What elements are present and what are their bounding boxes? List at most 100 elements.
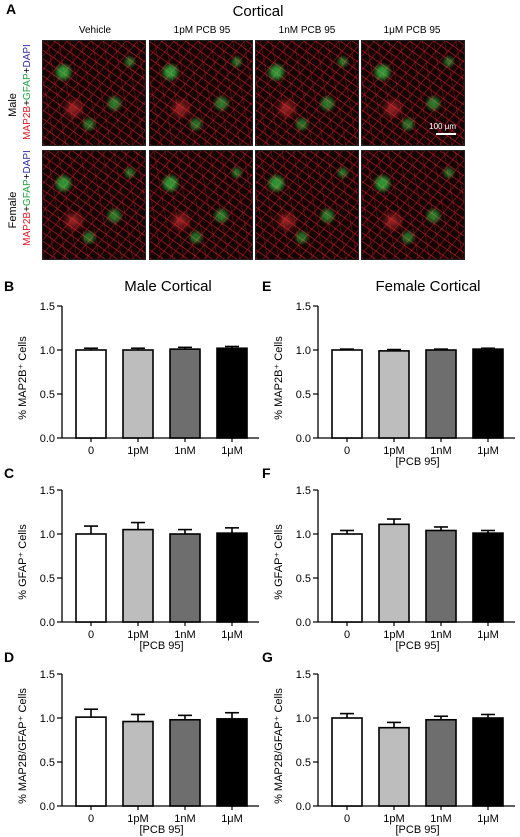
y-tick-label: 0.5 [40, 757, 55, 769]
x-axis-label: [PCB 95] [395, 456, 439, 468]
x-tick-label: 1pM [383, 813, 404, 825]
bar-0 [75, 533, 107, 623]
bar-0 [75, 716, 107, 807]
x-tick-label: 1μM [221, 445, 243, 457]
bar-1pM [378, 523, 410, 623]
x-tick-label: 0 [344, 629, 350, 641]
y-axis-label: % GFAP⁺ Cells [17, 524, 29, 600]
bar-1nM [425, 529, 457, 623]
bar-1pM [122, 349, 154, 439]
y-tick-label: 1.5 [296, 485, 311, 497]
x-tick-label: 1pM [127, 629, 148, 641]
x-tick-label: 0 [88, 813, 94, 825]
y-tick-label: 0.0 [296, 617, 311, 629]
y-tick-label: 1.5 [40, 301, 55, 313]
bar-1μM [216, 718, 248, 807]
x-tick-label: 1nM [430, 813, 451, 825]
micrograph-male-1nm [255, 40, 359, 146]
column-label-1um: 1μM PCB 95 [384, 25, 441, 36]
stain-female-green: GFAP [22, 179, 33, 206]
x-axis-label: [PCB 95] [139, 824, 183, 836]
stain-label-male: MAP2B+GFAP+DAPI [22, 44, 33, 140]
x-tick-label: 0 [344, 445, 350, 457]
x-tick-label: 1μM [477, 445, 499, 457]
stain-female-red: MAP2B [22, 212, 33, 246]
y-tick-label: 0.5 [296, 573, 311, 585]
column-label-1pm: 1pM PCB 95 [174, 25, 231, 36]
x-tick-label: 1μM [221, 629, 243, 641]
y-axis-label: % MAP2B⁺ Cells [273, 336, 285, 420]
micrograph-female-1um [361, 150, 465, 260]
bar-0 [331, 349, 363, 439]
y-tick-label: 0.5 [296, 389, 311, 401]
bar-1pM [122, 720, 154, 807]
y-tick-label: 1.0 [40, 713, 55, 725]
bar-1nM [169, 533, 201, 623]
x-axis-label: [PCB 95] [395, 640, 439, 652]
bar-1nM [425, 718, 457, 807]
y-tick-label: 0.0 [40, 433, 55, 445]
chart-e: E Female Cortical 0.0 0.5 1.0 1.5 % MAP2B⁺ Cel… [262, 278, 515, 468]
stain-female-blue: DAPI [22, 150, 33, 173]
bar-1μM [472, 532, 504, 623]
y-tick-label: 1.5 [40, 485, 55, 497]
y-axis-label: % GFAP⁺ Cells [273, 524, 285, 600]
y-axis-label: % MAP2B/GFAP⁺ Cells [273, 688, 285, 804]
y-tick-label: 1.0 [40, 529, 55, 541]
column-label-vehicle: Vehicle [79, 25, 112, 36]
bar-1pM [378, 350, 410, 439]
bar-1pM [122, 528, 154, 623]
chart-title: Male Cortical [124, 278, 212, 295]
panel-letter-d: D [4, 649, 14, 665]
stain-male-plus2: + [22, 67, 33, 73]
stain-male-green: GFAP [22, 73, 33, 100]
micrograph-male-vehicle [42, 40, 146, 146]
column-label-1nm: 1nM PCB 95 [279, 25, 336, 36]
x-tick-label: 1pM [127, 813, 148, 825]
panel-letter-e: E [262, 278, 271, 294]
bar-0 [331, 533, 363, 623]
y-axis-label: % MAP2B⁺ Cells [17, 336, 29, 420]
chart-b: B Male Cortical 0.0 0.5 1.0 1.5 % MAP2B⁺ Cells… [4, 278, 259, 457]
x-tick-label: 1nM [174, 445, 195, 457]
bar-0 [75, 349, 107, 439]
micrograph-male-1pm [149, 40, 253, 146]
chart-f: F 0.0 0.5 1.0 1.5 % GFAP⁺ Cells 0 1pM 1nM 1μM [PCB… [262, 465, 515, 652]
panel-letter-g: G [262, 649, 273, 665]
x-tick-label: 1nM [174, 629, 195, 641]
stain-male-plus1: + [22, 100, 33, 106]
chart-c: C 0.0 0.5 1.0 1.5 % GFAP⁺ Cells 0 1pM 1nM 1μM [PCB… [4, 465, 259, 652]
row-label-female: Female [7, 192, 19, 229]
y-tick-label: 0.5 [296, 757, 311, 769]
bar-1μM [216, 532, 248, 623]
stain-male-blue: DAPI [22, 44, 33, 67]
bar-1μM [216, 347, 248, 439]
scale-bar-label: 100 μm [429, 122, 456, 131]
y-tick-label: 1.5 [296, 301, 311, 313]
x-tick-label: 1pM [383, 629, 404, 641]
bar-1μM [472, 348, 504, 439]
panel-letter-a: A [6, 1, 16, 17]
bar-1nM [425, 349, 457, 439]
y-tick-label: 1.5 [296, 669, 311, 681]
y-tick-label: 0.0 [296, 433, 311, 445]
x-tick-label: 0 [344, 813, 350, 825]
row-label-male: Male [7, 93, 19, 117]
bar-1nM [169, 718, 201, 807]
x-axis-label: [PCB 95] [139, 640, 183, 652]
x-tick-label: 1nM [430, 629, 451, 641]
stain-male-red: MAP2B [22, 106, 33, 140]
y-tick-label: 1.0 [296, 713, 311, 725]
y-tick-label: 0.0 [40, 801, 55, 813]
chart-title: Female Cortical [375, 278, 480, 295]
scale-bar [436, 133, 456, 135]
stain-female-plus1: + [22, 206, 33, 212]
x-tick-label: 1nM [430, 445, 451, 457]
y-tick-label: 1.0 [296, 345, 311, 357]
y-axis-label: % MAP2B/GFAP⁺ Cells [17, 688, 29, 804]
y-tick-label: 0.5 [40, 573, 55, 585]
y-tick-label: 0.5 [40, 389, 55, 401]
y-tick-label: 0.0 [296, 801, 311, 813]
x-tick-label: 1pM [383, 445, 404, 457]
x-tick-label: 1nM [174, 813, 195, 825]
